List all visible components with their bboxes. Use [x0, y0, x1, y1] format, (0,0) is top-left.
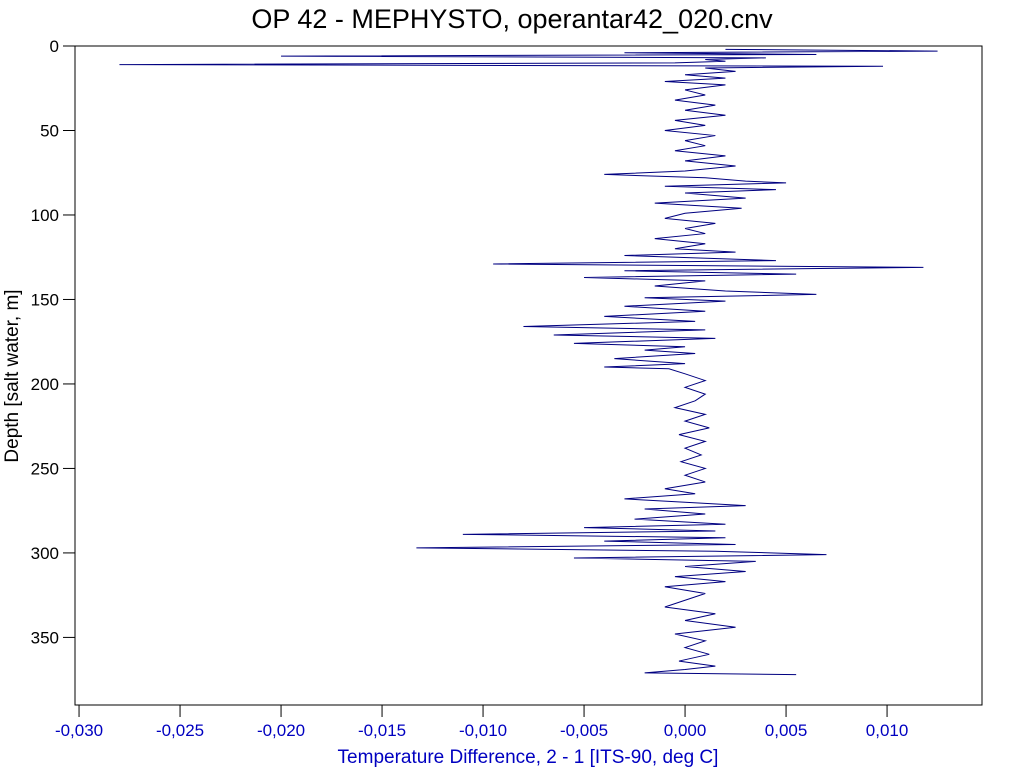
plot-frame	[74, 45, 983, 706]
x-tick-label: 0,010	[866, 721, 909, 740]
y-tick-label: 100	[31, 206, 59, 225]
y-tick-label: 50	[40, 121, 59, 140]
x-tick-label: -0,010	[459, 721, 507, 740]
x-tick-label: -0,020	[257, 721, 305, 740]
y-tick-label: 350	[31, 628, 59, 647]
y-tick-label: 250	[31, 459, 59, 478]
y-tick-label: 150	[31, 290, 59, 309]
x-tick-label: -0,015	[358, 721, 406, 740]
y-axis-label: Depth [salt water, m]	[2, 289, 23, 462]
profile-line	[119, 48, 938, 676]
x-tick-label: -0,025	[156, 721, 204, 740]
x-tick-label: -0,030	[55, 721, 103, 740]
x-axis-label: Temperature Difference, 2 - 1 [ITS-90, d…	[338, 747, 719, 768]
x-tick-label: 0,000	[664, 721, 707, 740]
x-tick-label: -0,005	[560, 721, 608, 740]
y-tick-label: 0	[50, 37, 59, 56]
chart-title: OP 42 - MEPHYSTO, operantar42_020.cnv	[251, 4, 773, 34]
x-tick-label: 0,005	[765, 721, 808, 740]
y-tick-label: 200	[31, 375, 59, 394]
y-tick-label: 300	[31, 544, 59, 563]
